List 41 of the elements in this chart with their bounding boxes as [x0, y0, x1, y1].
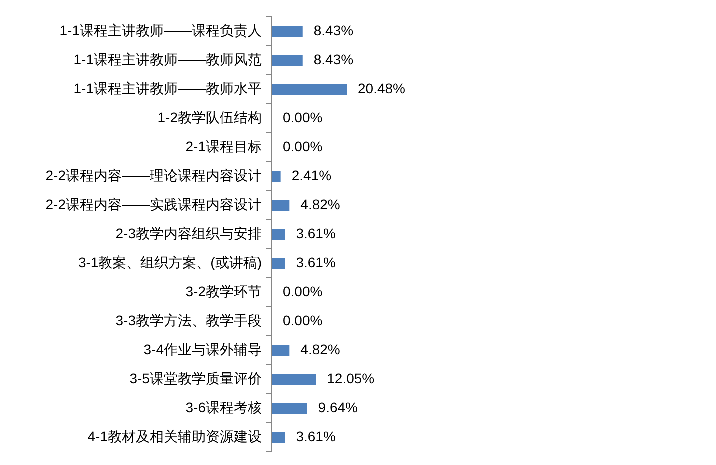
data-label: 9.64%	[318, 399, 358, 416]
data-label: 0.00%	[283, 109, 323, 126]
data-label: 20.48%	[358, 80, 406, 96]
y-tick-label: 2-3教学内容组织与安排	[116, 225, 262, 242]
bar	[272, 374, 316, 386]
data-label: 4.82%	[300, 341, 340, 358]
bar	[272, 26, 303, 38]
data-label: 3.61%	[296, 428, 336, 444]
y-tick-label: 4-1教材及相关辅助资源建设	[88, 428, 262, 444]
data-label: 12.05%	[327, 370, 375, 386]
data-label: 2.41%	[292, 167, 332, 184]
bar	[272, 54, 303, 66]
y-tick-label: 3-2教学环节	[186, 283, 262, 300]
bar	[272, 84, 347, 96]
bar	[272, 258, 286, 270]
y-tick-label: 2-2课程内容——实践课程内容设计	[46, 196, 262, 212]
y-tick-label: 1-1课程主讲教师——教师风范	[74, 51, 262, 68]
bar	[272, 402, 308, 414]
y-tick-label: 1-1课程主讲教师——教师水平	[74, 80, 262, 96]
data-label: 8.43%	[314, 51, 354, 68]
data-label: 0.00%	[283, 138, 323, 154]
y-tick-label: 1-1课程主讲教师——课程负责人	[60, 22, 262, 38]
bar	[272, 344, 290, 356]
data-label: 8.43%	[314, 22, 354, 38]
y-tick-label: 2-1课程目标	[186, 138, 262, 154]
y-tick-label: 3-5课堂教学质量评价	[130, 370, 262, 386]
data-label: 0.00%	[283, 312, 323, 328]
data-label: 0.00%	[283, 283, 323, 300]
y-tick-label: 3-6课程考核	[186, 399, 262, 416]
bar	[272, 200, 290, 212]
bar	[272, 432, 286, 444]
data-label: 3.61%	[296, 254, 336, 270]
bar	[272, 170, 281, 182]
data-label: 3.61%	[296, 225, 336, 242]
y-tick-label: 2-2课程内容——理论课程内容设计	[46, 167, 262, 184]
bar	[272, 228, 286, 240]
y-tick-label: 1-2教学队伍结构	[158, 109, 262, 126]
data-label: 4.82%	[300, 196, 340, 212]
y-tick-label: 3-1教案、组织方案、(或讲稿)	[78, 254, 262, 270]
y-tick-label: 3-3教学方法、教学手段	[116, 312, 262, 328]
y-tick-label: 3-4作业与课外辅导	[144, 341, 262, 358]
